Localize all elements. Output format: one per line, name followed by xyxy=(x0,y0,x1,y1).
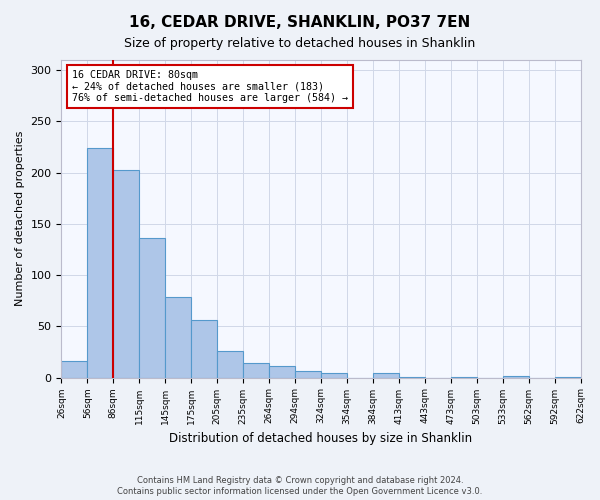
X-axis label: Distribution of detached houses by size in Shanklin: Distribution of detached houses by size … xyxy=(169,432,473,445)
Text: Contains public sector information licensed under the Open Government Licence v3: Contains public sector information licen… xyxy=(118,488,482,496)
Bar xyxy=(269,366,295,378)
Bar xyxy=(139,238,165,378)
Bar xyxy=(451,376,476,378)
Text: 16 CEDAR DRIVE: 80sqm
← 24% of detached houses are smaller (183)
76% of semi-det: 16 CEDAR DRIVE: 80sqm ← 24% of detached … xyxy=(72,70,348,102)
Bar xyxy=(321,374,347,378)
Bar xyxy=(243,363,269,378)
Bar xyxy=(61,361,88,378)
Bar xyxy=(295,372,321,378)
Text: Size of property relative to detached houses in Shanklin: Size of property relative to detached ho… xyxy=(124,38,476,51)
Bar xyxy=(191,320,217,378)
Y-axis label: Number of detached properties: Number of detached properties xyxy=(15,131,25,306)
Text: Contains HM Land Registry data © Crown copyright and database right 2024.: Contains HM Land Registry data © Crown c… xyxy=(137,476,463,485)
Bar xyxy=(165,296,191,378)
Text: 16, CEDAR DRIVE, SHANKLIN, PO37 7EN: 16, CEDAR DRIVE, SHANKLIN, PO37 7EN xyxy=(130,15,470,30)
Bar xyxy=(217,351,243,378)
Bar xyxy=(554,376,581,378)
Bar xyxy=(373,374,399,378)
Bar xyxy=(88,148,113,378)
Bar xyxy=(503,376,529,378)
Bar xyxy=(113,170,139,378)
Bar xyxy=(399,376,425,378)
